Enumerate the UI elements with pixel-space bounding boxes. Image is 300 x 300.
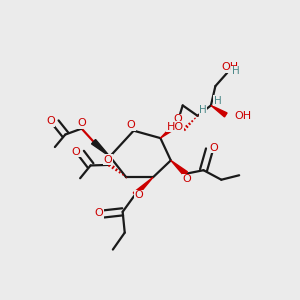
Text: O: O bbox=[209, 142, 218, 153]
Text: O: O bbox=[182, 174, 191, 184]
Text: OH: OH bbox=[235, 110, 252, 121]
Text: O: O bbox=[104, 154, 112, 164]
Text: O: O bbox=[46, 116, 55, 127]
Text: O: O bbox=[78, 118, 87, 128]
Polygon shape bbox=[92, 140, 110, 157]
Text: H: H bbox=[232, 66, 239, 76]
Polygon shape bbox=[171, 160, 188, 176]
Text: O: O bbox=[134, 190, 143, 200]
Text: H: H bbox=[199, 106, 207, 116]
Text: OH: OH bbox=[222, 62, 239, 72]
Text: O: O bbox=[174, 114, 183, 124]
Polygon shape bbox=[133, 177, 153, 196]
Polygon shape bbox=[160, 123, 178, 138]
Text: O: O bbox=[94, 208, 103, 218]
Text: O: O bbox=[126, 120, 135, 130]
Text: H: H bbox=[214, 96, 221, 106]
Polygon shape bbox=[211, 105, 227, 117]
Text: O: O bbox=[71, 147, 80, 157]
Text: HO: HO bbox=[167, 122, 184, 132]
